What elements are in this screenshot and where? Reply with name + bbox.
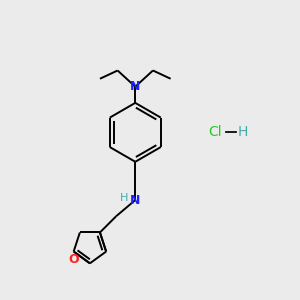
Text: H: H [238,125,248,139]
Text: N: N [130,80,140,93]
Text: N: N [130,194,140,207]
Text: H: H [119,193,128,203]
Text: Cl: Cl [208,125,222,139]
Text: O: O [68,253,79,266]
